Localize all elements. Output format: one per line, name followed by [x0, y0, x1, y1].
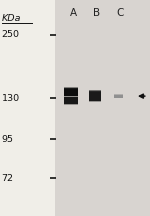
- Bar: [64, 87, 78, 88]
- Bar: [64, 87, 78, 97]
- Bar: [64, 93, 78, 94]
- Bar: [55, 0, 150, 216]
- Bar: [89, 101, 101, 102]
- Text: 250: 250: [2, 30, 20, 40]
- Bar: [64, 104, 78, 105]
- Bar: [89, 90, 101, 91]
- Bar: [64, 94, 78, 95]
- Bar: [0, 0, 55, 216]
- Bar: [114, 94, 123, 95]
- Bar: [64, 104, 78, 105]
- Bar: [89, 101, 101, 102]
- Text: 130: 130: [2, 94, 20, 103]
- Bar: [64, 96, 78, 97]
- Text: 72: 72: [2, 174, 14, 183]
- Bar: [89, 91, 101, 92]
- Bar: [64, 96, 78, 97]
- Bar: [64, 96, 78, 97]
- Bar: [89, 101, 101, 102]
- Bar: [64, 93, 78, 94]
- Text: KDa: KDa: [2, 14, 21, 23]
- Bar: [64, 94, 78, 95]
- Bar: [64, 104, 78, 105]
- Bar: [114, 94, 123, 98]
- Bar: [64, 87, 78, 88]
- Bar: [89, 90, 101, 91]
- Text: B: B: [93, 8, 100, 17]
- Bar: [89, 101, 101, 102]
- Bar: [64, 88, 78, 89]
- Bar: [64, 104, 78, 105]
- Bar: [64, 96, 78, 97]
- Bar: [114, 94, 123, 95]
- Text: A: A: [70, 8, 77, 17]
- Text: 95: 95: [2, 135, 14, 144]
- Bar: [89, 90, 101, 91]
- Bar: [64, 104, 78, 105]
- Bar: [64, 96, 78, 97]
- Bar: [114, 94, 123, 95]
- Bar: [64, 93, 78, 105]
- Bar: [89, 90, 101, 102]
- Bar: [64, 87, 78, 88]
- Text: C: C: [116, 8, 124, 17]
- Bar: [64, 93, 78, 94]
- Bar: [89, 101, 101, 102]
